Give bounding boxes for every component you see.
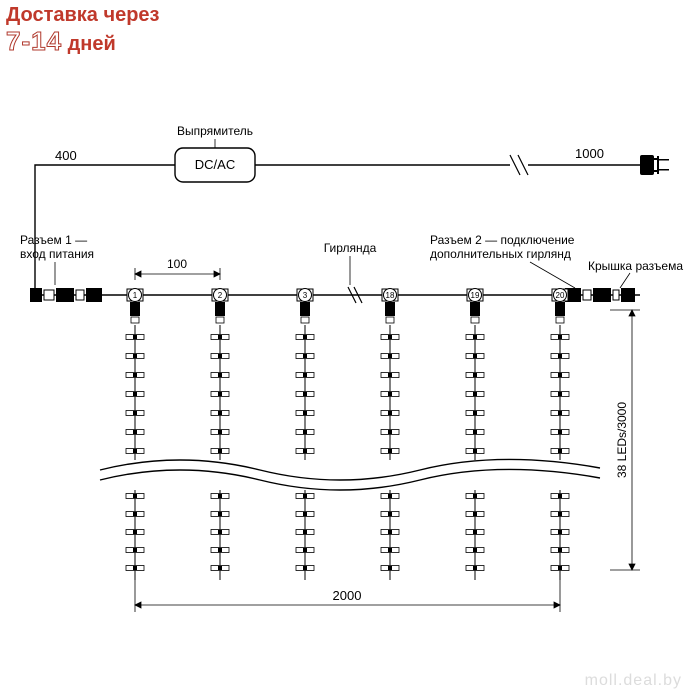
height-leds-label: 38 LEDs/3000 xyxy=(615,402,629,478)
dcac-label: DC/AC xyxy=(195,157,235,172)
spacing-label: 100 xyxy=(167,257,187,271)
cap-label: Крышка разъема xyxy=(588,259,683,273)
connector2-label-line1: Разъем 2 — подключение xyxy=(430,233,575,247)
wiring-diagram: Выпрямитель DC/AC 400 1000 Разъем 1 — вх… xyxy=(0,0,700,700)
rectifier-label: Выпрямитель xyxy=(177,124,253,138)
svg-text:19: 19 xyxy=(471,291,480,300)
delivery-badge-line1: Доставка через xyxy=(6,4,160,27)
power-plug-icon xyxy=(640,155,669,175)
svg-text:18: 18 xyxy=(386,291,395,300)
delivery-badge-line2: 7-14 дней xyxy=(6,27,160,57)
connector-2-icon xyxy=(565,288,635,302)
garland-label: Гирлянда xyxy=(324,241,377,255)
delivery-days-word: дней xyxy=(68,33,116,55)
len-right-label: 1000 xyxy=(575,146,604,161)
svg-text:2: 2 xyxy=(218,291,223,300)
len-left-label: 400 xyxy=(55,148,77,163)
connector1-label-line2: вход питания xyxy=(20,247,94,261)
width-total-label: 2000 xyxy=(333,588,362,603)
delivery-days-number: 7-14 xyxy=(6,26,62,56)
connector2-label-line2: дополнительных гирлянд xyxy=(430,247,571,261)
svg-text:1: 1 xyxy=(133,291,138,300)
connector-1-icon xyxy=(30,288,102,302)
svg-text:3: 3 xyxy=(303,291,308,300)
watermark: moll.deal.by xyxy=(585,672,682,690)
svg-text:20: 20 xyxy=(556,291,565,300)
connector1-label-line1: Разъем 1 — xyxy=(20,233,87,247)
